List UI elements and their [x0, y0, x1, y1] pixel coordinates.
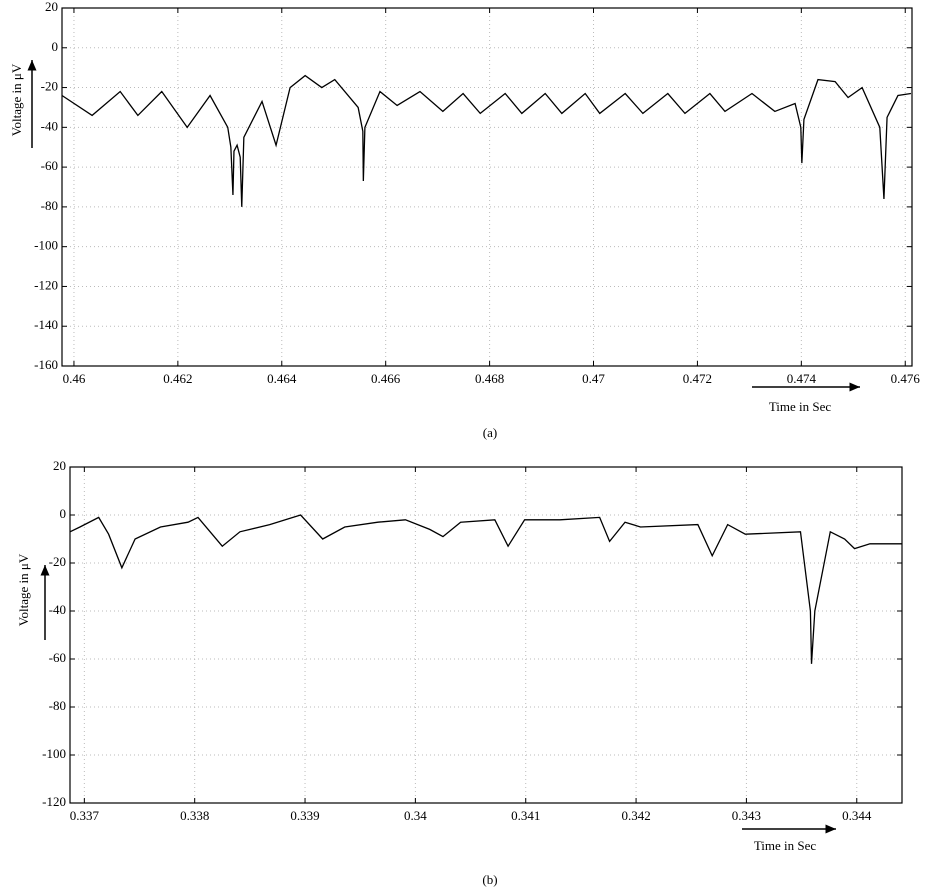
x-axis-label: Time in Sec	[754, 838, 817, 853]
y-tick-label: -100	[34, 238, 58, 253]
y-tick-label: -20	[49, 554, 66, 569]
y-tick-label: -160	[34, 357, 58, 372]
y-tick-label: -20	[41, 79, 58, 94]
y-tick-label: -80	[49, 698, 66, 713]
x-tick-label: 0.472	[683, 371, 712, 386]
y-tick-label: -60	[49, 650, 66, 665]
x-tick-label: 0.343	[732, 808, 761, 823]
y-tick-label: 0	[52, 39, 59, 54]
x-tick-label: 0.339	[290, 808, 319, 823]
x-tick-label: 0.341	[511, 808, 540, 823]
x-tick-label: 0.344	[842, 808, 872, 823]
y-tick-label: -140	[34, 317, 58, 332]
y-tick-label: 0	[60, 506, 67, 521]
y-axis-label: Voltage in μV	[16, 553, 31, 626]
data-line	[61, 74, 912, 207]
x-tick-label: 0.338	[180, 808, 209, 823]
data-line	[69, 514, 902, 664]
x-tick-label: 0.342	[621, 808, 650, 823]
plot-frame	[61, 7, 913, 367]
caption: (a)	[483, 425, 497, 440]
x-tick-label: 0.46	[63, 371, 86, 386]
y-tick-label: -120	[34, 277, 58, 292]
y-tick-label: -120	[42, 794, 66, 809]
caption: (b)	[482, 872, 497, 887]
y-tick-label: 20	[53, 458, 66, 473]
x-tick-label: 0.468	[475, 371, 504, 386]
y-axis-label: Voltage in μV	[9, 63, 24, 136]
x-tick-label: 0.466	[371, 371, 401, 386]
y-tick-label: -80	[41, 198, 58, 213]
x-tick-label: 0.476	[891, 371, 921, 386]
x-tick-label: 0.474	[787, 371, 817, 386]
y-tick-label: 20	[45, 0, 58, 14]
x-axis-label: Time in Sec	[769, 399, 832, 414]
x-tick-label: 0.34	[404, 808, 427, 823]
x-tick-label: 0.337	[70, 808, 100, 823]
plot-frame	[69, 466, 903, 804]
y-tick-label: -60	[41, 158, 58, 173]
x-tick-label: 0.464	[267, 371, 297, 386]
x-tick-label: 0.462	[163, 371, 192, 386]
y-tick-label: -40	[49, 602, 66, 617]
y-tick-label: -40	[41, 118, 58, 133]
y-tick-label: -100	[42, 746, 66, 761]
x-tick-label: 0.47	[582, 371, 605, 386]
